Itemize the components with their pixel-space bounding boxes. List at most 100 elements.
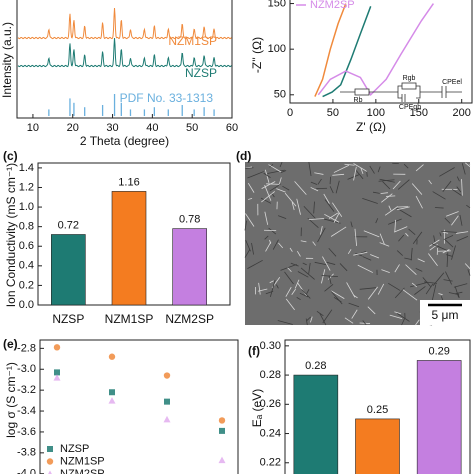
grain-edge	[439, 232, 442, 237]
grain-edge	[280, 263, 297, 271]
grain-edge	[410, 247, 413, 261]
grain-edge	[280, 170, 287, 173]
grain-edge	[359, 287, 377, 290]
resistor	[401, 82, 417, 90]
y-tick-label: 0.8	[19, 221, 34, 233]
grain-edge	[278, 177, 282, 186]
grain-edge	[415, 164, 424, 172]
y-tick-label: -4.0	[17, 468, 36, 474]
value-label: 0.78	[179, 214, 200, 226]
value-label: 0.72	[58, 219, 79, 231]
circuit-label: Rgb	[403, 75, 416, 82]
legend-marker	[47, 446, 53, 452]
y-axis-label: Intensity (a.u.)	[0, 22, 14, 98]
grain-edge	[326, 261, 336, 265]
grain-edge	[328, 275, 332, 285]
grain-edge	[396, 206, 410, 211]
grain-edge	[276, 284, 279, 289]
legend-label: NZSP	[60, 443, 89, 455]
bar	[416, 360, 462, 474]
grain-edge	[332, 173, 345, 176]
grain-edge	[276, 188, 286, 193]
grain-edge	[244, 167, 254, 169]
grain-edge	[300, 267, 315, 280]
grain-edge	[353, 251, 368, 256]
grain-edge	[282, 185, 290, 191]
grain-edge	[324, 213, 340, 223]
grain-edge	[268, 227, 277, 235]
grain-edge	[328, 212, 339, 219]
grain-edge	[294, 181, 307, 195]
grain-edge	[367, 306, 376, 315]
grain-edge	[353, 294, 358, 299]
bar	[172, 228, 207, 306]
plot-frame	[16, 0, 233, 119]
grain-edge	[306, 316, 311, 321]
grain-edge	[260, 197, 272, 204]
grain-edge	[381, 193, 393, 203]
resistor	[354, 88, 370, 96]
grain-edge	[339, 263, 348, 272]
grain-edge	[442, 231, 449, 234]
y-tick-label: -3.8	[17, 447, 36, 459]
grain-edge	[317, 178, 322, 185]
y-tick-label: 1.4	[19, 162, 34, 174]
y-tick-label: 0.26	[260, 398, 281, 410]
y-tick-label: 0.0	[19, 299, 34, 311]
grain-edge	[277, 320, 293, 325]
x-tick-label: 30	[106, 122, 118, 134]
grain-edge	[247, 182, 255, 193]
annotation: NZM1SP	[168, 34, 217, 48]
grain-edge	[244, 249, 251, 258]
grain-edge	[379, 242, 390, 247]
grain-edge	[375, 218, 379, 224]
grain-edge	[267, 169, 285, 174]
bar	[355, 418, 400, 474]
grain-edge	[344, 163, 355, 166]
grain-edge	[308, 262, 311, 274]
y-tick-label: 0.30	[260, 340, 281, 352]
grain-edge	[380, 192, 388, 194]
grain-edge	[388, 205, 392, 211]
value-label: 0.29	[428, 345, 449, 357]
grain-edge	[432, 191, 446, 200]
point	[163, 372, 171, 379]
grain-edge	[467, 269, 471, 276]
grain-edge	[290, 262, 299, 267]
y-tick-label: -3.2	[17, 384, 36, 396]
grain-edge	[461, 163, 466, 175]
grain-edge	[354, 228, 358, 246]
grain-edge	[439, 167, 455, 177]
impedance-line	[317, 3, 435, 97]
plot-frame	[289, 0, 473, 104]
grain-edge	[355, 170, 364, 180]
grain-edge	[443, 279, 453, 282]
grain-edge	[355, 253, 363, 257]
grain-edge	[333, 212, 340, 223]
grain-edge	[331, 202, 343, 217]
grain-edge	[372, 191, 380, 194]
grain-edge	[411, 282, 418, 288]
grain-edge	[248, 197, 253, 200]
grain-edge	[314, 172, 324, 175]
grain-edge	[312, 241, 316, 246]
grain-edge	[377, 166, 381, 173]
grain-edge	[464, 263, 471, 269]
grain-edge	[353, 163, 368, 172]
point	[108, 397, 116, 404]
x-axis-label: 2 Theta (degree)	[80, 134, 169, 148]
x-tick-label: 60	[226, 122, 238, 134]
grain-edge	[303, 205, 316, 219]
grain-edge	[294, 279, 300, 289]
grain-edge	[408, 228, 416, 235]
grain-edge	[370, 254, 380, 259]
grain-edge	[461, 179, 463, 196]
grain-edge	[308, 218, 325, 221]
x-tick-label: NZM2SP	[165, 312, 214, 326]
grain-edge	[456, 231, 469, 234]
grain-edge	[457, 292, 460, 298]
grain-edge	[291, 288, 296, 295]
grain-edge	[456, 176, 460, 182]
grain-edge	[261, 191, 275, 203]
grain-edge	[441, 230, 457, 233]
